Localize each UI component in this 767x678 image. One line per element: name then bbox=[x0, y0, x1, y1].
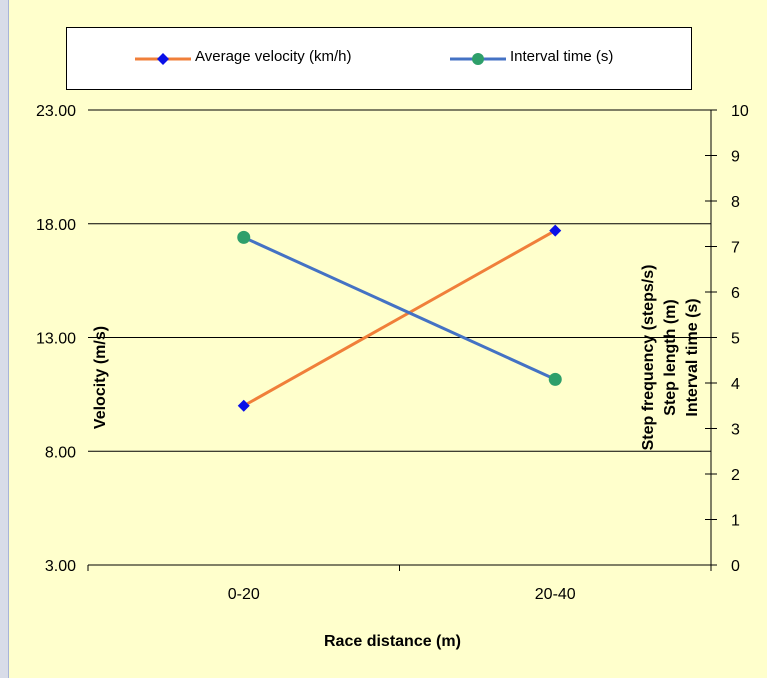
legend: Average velocity (km/h) Interval time (s… bbox=[66, 27, 692, 90]
data-point-average-velocity-km-h bbox=[237, 399, 250, 412]
legend-label-average-velocity: Average velocity (km/h) bbox=[195, 48, 352, 65]
data-point-interval-time-s bbox=[237, 230, 251, 244]
y2-tick-label: 2 bbox=[731, 467, 740, 484]
x-tick-label: 20-40 bbox=[535, 586, 576, 603]
y2-axis-title-line: Step length (m) bbox=[662, 299, 679, 415]
y2-tick-label: 6 bbox=[731, 285, 740, 302]
y2-tick-label: 7 bbox=[731, 240, 740, 257]
y2-tick-label: 10 bbox=[731, 103, 749, 120]
series-line-interval-time-s bbox=[243, 236, 556, 381]
y2-tick-label: 3 bbox=[731, 422, 740, 439]
chart-area: Average velocity (km/h) Interval time (s… bbox=[8, 0, 767, 678]
legend-swatch-average-velocity bbox=[135, 53, 191, 65]
y2-tick-label: 0 bbox=[731, 558, 740, 575]
y-tick-label: 3.00 bbox=[45, 558, 76, 575]
y2-tick-label: 9 bbox=[731, 149, 740, 166]
y2-tick-label: 4 bbox=[731, 376, 740, 393]
legend-swatch-interval-time bbox=[450, 53, 506, 65]
y-tick-label: 13.00 bbox=[36, 331, 76, 348]
y2-tick-label: 8 bbox=[731, 194, 740, 211]
y-axis-title: Velocity (m/s) bbox=[92, 326, 109, 429]
data-point-average-velocity-km-h bbox=[549, 224, 562, 237]
y-tick-label: 23.00 bbox=[36, 103, 76, 120]
x-tick-label: 0-20 bbox=[228, 586, 260, 603]
y2-axis-title-line: Step frequency (steps/s) bbox=[640, 265, 657, 451]
data-point-interval-time-s bbox=[548, 372, 562, 386]
y2-axis-title-line: Interval time (s) bbox=[684, 298, 701, 416]
plot: 3.00 8.00 13.00 18.00 23.00 0-20 20-40 0 1 2 3 4 5 6 7… bbox=[36, 103, 749, 650]
series-line-average-velocity-km-h bbox=[243, 229, 556, 408]
legend-label-interval-time: Interval time (s) bbox=[510, 48, 614, 65]
x-axis-title: Race distance (m) bbox=[324, 633, 461, 650]
y-tick-label: 8.00 bbox=[45, 444, 76, 461]
y2-tick-label: 5 bbox=[731, 331, 740, 348]
y-tick-label: 18.00 bbox=[36, 217, 76, 234]
y2-tick-label: 1 bbox=[731, 513, 740, 530]
